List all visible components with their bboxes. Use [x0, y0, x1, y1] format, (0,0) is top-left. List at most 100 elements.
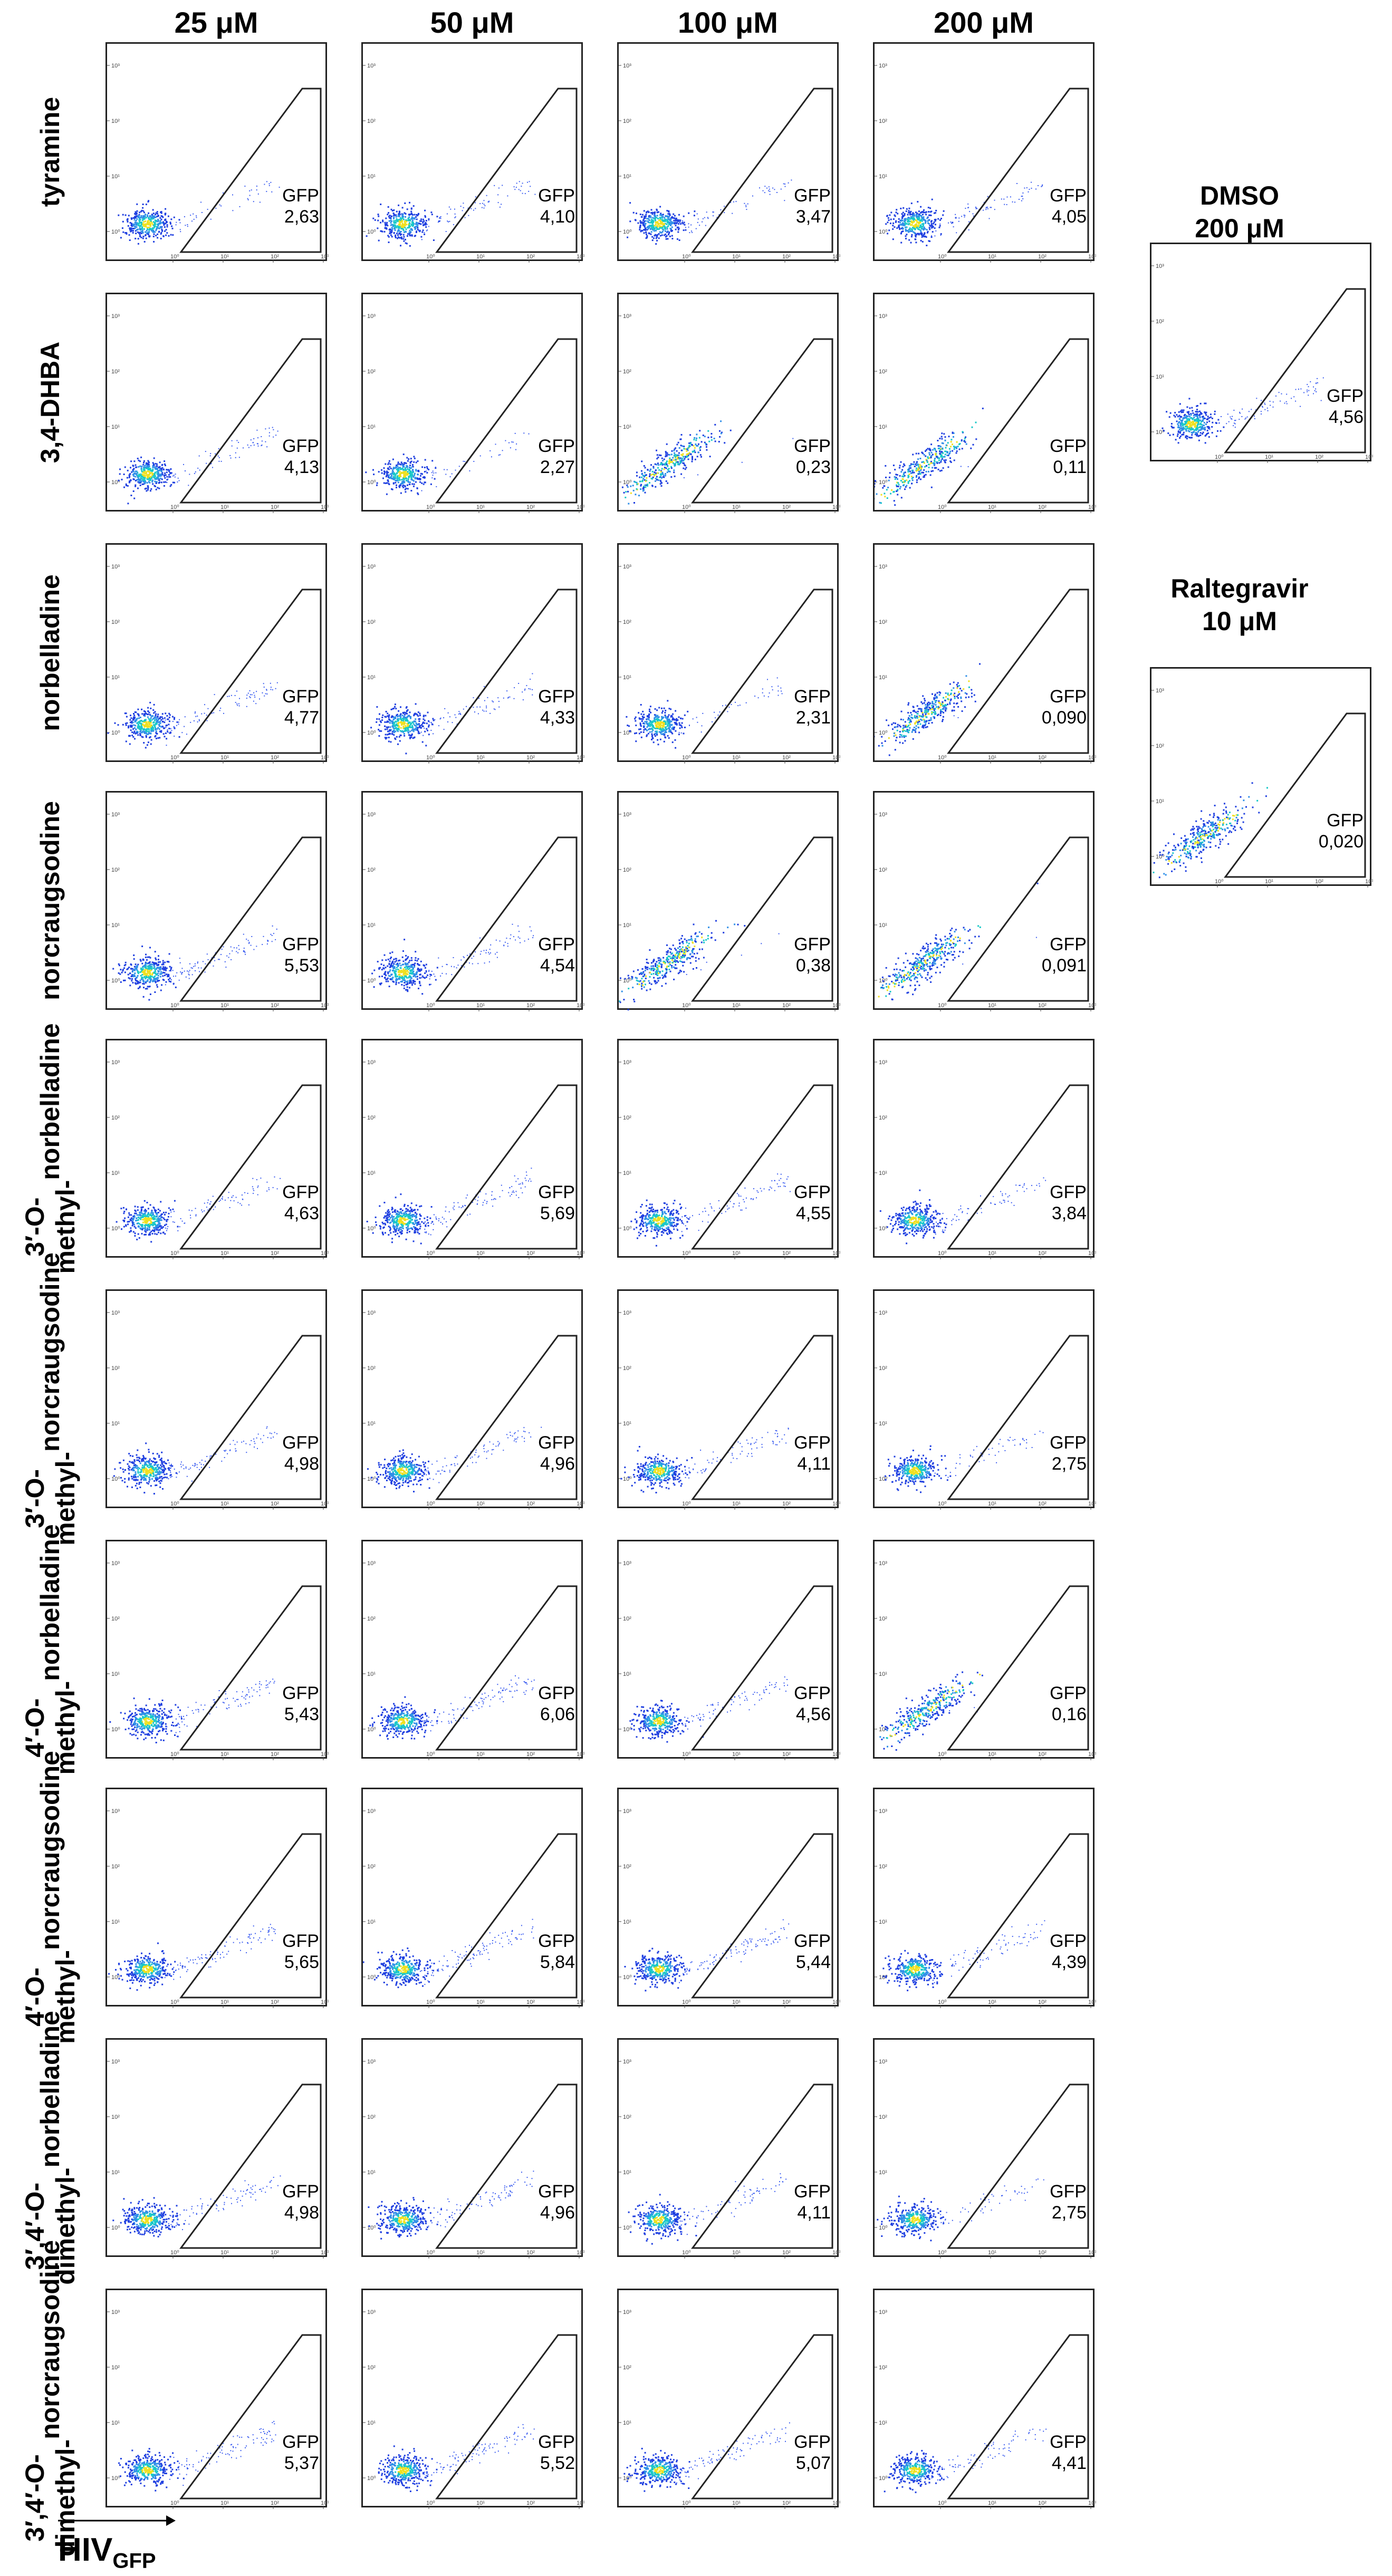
event-dot	[632, 485, 634, 487]
event-dot	[395, 226, 397, 227]
event-dot	[415, 216, 417, 218]
event-dot	[409, 461, 411, 463]
event-dot	[650, 225, 652, 227]
event-dot	[712, 721, 713, 722]
event-dot	[396, 218, 398, 220]
x-tick-label: 10³	[1088, 254, 1096, 260]
event-dot	[164, 230, 166, 232]
event-dot	[528, 688, 530, 689]
event-dot	[141, 736, 143, 738]
event-dot	[148, 464, 150, 466]
event-dot	[257, 193, 259, 195]
event-dot	[397, 465, 399, 467]
event-dot	[395, 214, 397, 216]
event-dot	[699, 449, 701, 451]
event-dot	[928, 464, 930, 466]
event-dot	[956, 696, 958, 698]
event-dot	[511, 441, 513, 443]
event-dot	[388, 236, 390, 238]
event-dot	[118, 214, 120, 216]
event-dot	[641, 473, 643, 475]
event-dot	[143, 224, 146, 226]
event-dot	[674, 215, 676, 217]
event-dot	[143, 477, 145, 479]
event-dot	[885, 223, 887, 225]
event-dot	[410, 473, 412, 475]
event-dot	[669, 218, 671, 220]
event-dot	[121, 478, 123, 480]
event-dot	[907, 475, 909, 477]
event-dot	[902, 728, 904, 730]
event-dot	[909, 465, 911, 467]
event-dot	[412, 470, 414, 472]
event-dot	[133, 718, 136, 719]
event-dot	[256, 443, 258, 445]
event-dot	[157, 237, 159, 239]
x-tick-label: 10³	[832, 504, 840, 510]
event-dot	[661, 457, 663, 459]
gate-name: GFP	[794, 687, 831, 707]
event-dot	[655, 243, 657, 245]
event-dot	[660, 733, 663, 735]
event-dot	[530, 186, 531, 187]
event-dot	[913, 727, 915, 729]
event-dot	[144, 223, 146, 225]
event-dot	[642, 722, 645, 724]
event-dot	[210, 453, 212, 455]
event-dot	[660, 721, 662, 723]
event-dot	[144, 715, 146, 717]
event-dot	[908, 217, 910, 219]
event-dot	[273, 436, 274, 438]
event-dot	[397, 730, 399, 732]
event-dot	[684, 468, 686, 470]
gfp-gate	[435, 588, 578, 754]
event-dot	[666, 210, 668, 212]
event-dot	[155, 715, 157, 717]
event-dot	[724, 442, 726, 444]
event-dot	[665, 717, 667, 719]
event-dot	[261, 445, 262, 447]
event-dot	[147, 723, 148, 725]
event-dot	[148, 226, 150, 228]
event-dot	[678, 457, 680, 459]
event-dot	[151, 481, 153, 483]
event-dot	[201, 713, 203, 715]
event-dot	[666, 728, 668, 730]
event-dot	[713, 438, 715, 440]
event-dot	[158, 478, 160, 480]
event-dot	[137, 732, 139, 734]
event-dot	[666, 452, 668, 454]
event-dot	[678, 464, 680, 466]
event-dot	[417, 493, 419, 495]
event-dot	[625, 496, 627, 498]
event-dot	[143, 218, 146, 220]
event-dot	[473, 707, 474, 708]
event-dot	[150, 715, 152, 717]
event-dot	[664, 734, 666, 736]
event-dot	[155, 235, 157, 237]
event-dot	[147, 460, 149, 462]
event-dot	[914, 224, 916, 226]
event-dot	[915, 242, 917, 244]
event-dot	[663, 225, 665, 227]
event-dot	[1012, 201, 1013, 202]
event-dot	[647, 485, 649, 487]
event-dot	[412, 737, 414, 739]
event-dot	[383, 467, 385, 469]
event-dot	[149, 223, 151, 225]
gfp-gate-label: GFP 2,27	[538, 436, 575, 478]
event-dot	[912, 212, 914, 214]
event-dot	[407, 484, 408, 486]
event-dot	[913, 225, 915, 227]
x-tick-label: 10²	[782, 254, 791, 260]
event-dot	[129, 480, 130, 483]
event-dot	[522, 699, 524, 701]
event-dot	[720, 209, 722, 210]
event-dot	[897, 486, 899, 487]
event-dot	[153, 463, 155, 465]
facs-panel: 10⁰ 10¹ 10² 10³ 10⁰ 10¹ 10² 10³ GFP 0,23	[617, 293, 840, 513]
event-dot	[662, 216, 664, 218]
event-dot	[939, 452, 941, 455]
event-dot	[692, 231, 693, 233]
event-dot	[154, 480, 156, 483]
